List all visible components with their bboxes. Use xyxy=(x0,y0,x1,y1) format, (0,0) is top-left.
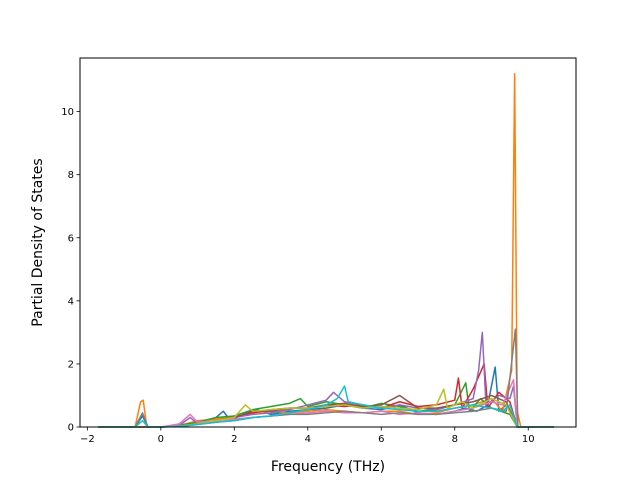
series-line-7 xyxy=(98,378,554,428)
x-tick-label: 8 xyxy=(452,434,458,445)
x-axis-ticks: −2 0 2 4 6 8 10 xyxy=(80,427,535,445)
y-axis-ticks: 0 2 4 6 8 10 xyxy=(61,107,80,434)
x-tick-label: 10 xyxy=(522,434,535,445)
plot-frame xyxy=(79,57,577,428)
x-tick-label: −2 xyxy=(80,434,95,445)
x-tick-label: 2 xyxy=(231,434,237,445)
plot-area xyxy=(80,58,576,427)
y-tick-label: 2 xyxy=(68,359,74,370)
x-tick-label: 4 xyxy=(305,434,311,445)
y-tick-label: 4 xyxy=(68,296,74,307)
y-axis-label: Partial Density of States xyxy=(30,158,46,326)
x-axis-label: Frequency (THz) xyxy=(271,459,385,475)
y-tick-label: 0 xyxy=(68,423,74,434)
x-tick-label: 6 xyxy=(378,434,384,445)
series-line-9 xyxy=(98,388,554,428)
y-tick-label: 6 xyxy=(68,233,74,244)
y-tick-label: 8 xyxy=(68,170,74,181)
y-tick-label: 10 xyxy=(61,107,74,118)
x-tick-label: 0 xyxy=(158,434,164,445)
